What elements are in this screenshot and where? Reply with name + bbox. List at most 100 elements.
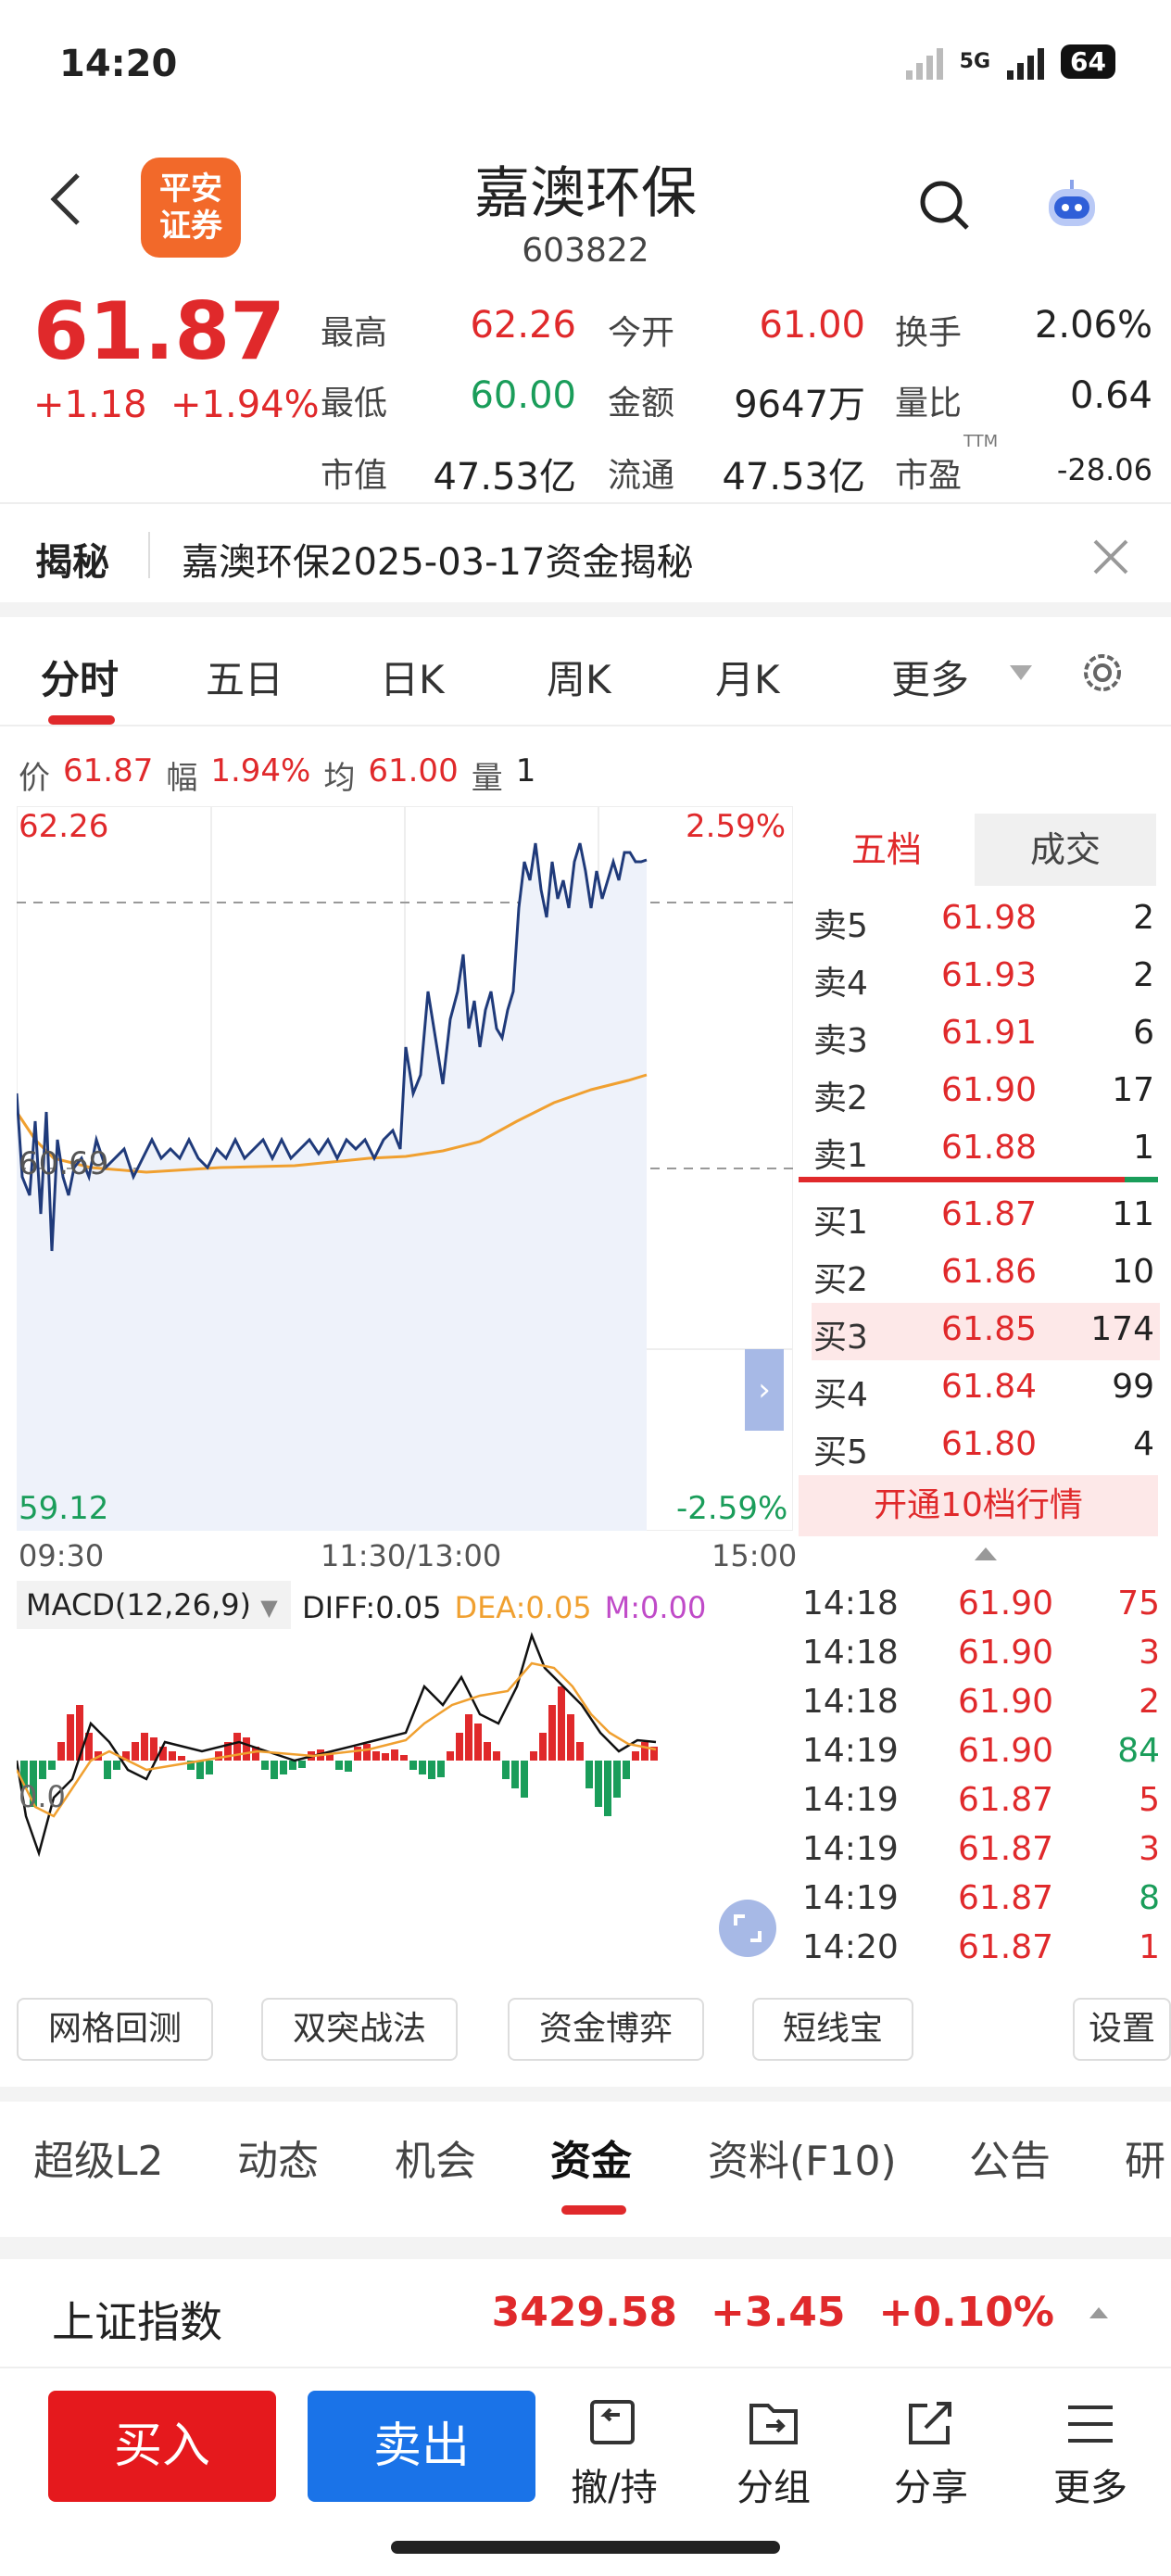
sell-vol: 2 bbox=[1133, 899, 1154, 937]
tick-vol: 3 bbox=[1139, 1634, 1160, 1672]
tab-news[interactable]: 动态 bbox=[237, 2138, 319, 2185]
sell-row[interactable]: 卖5 61.98 2 bbox=[812, 891, 1160, 949]
macd-selector[interactable]: MACD(12,26,9) ▼ bbox=[17, 1581, 291, 1629]
buy-row[interactable]: 买4 61.84 99 bbox=[812, 1360, 1160, 1418]
group-label: 分组 bbox=[737, 2467, 811, 2509]
more-button[interactable]: 更多 bbox=[1030, 2398, 1151, 2511]
tab-opportunity[interactable]: 机会 bbox=[395, 2138, 476, 2185]
pe-ttm-label: TTM bbox=[963, 432, 999, 451]
index-values[interactable]: 3429.58 +3.45 +0.10% bbox=[492, 2289, 1110, 2336]
macd-bar bbox=[252, 1747, 259, 1761]
buy-row[interactable]: 买2 61.86 10 bbox=[812, 1245, 1160, 1303]
macd-bar bbox=[289, 1761, 296, 1770]
macd-bar bbox=[67, 1714, 74, 1761]
sell-label: 卖3 bbox=[813, 1022, 868, 1060]
info-price: 61.87 bbox=[63, 752, 154, 789]
tab-f10[interactable]: 资料(F10) bbox=[708, 2138, 897, 2185]
tick-price: 61.90 bbox=[958, 1634, 1054, 1672]
tab-week-k[interactable]: 周K bbox=[547, 657, 611, 702]
cancel-hold-icon bbox=[590, 2400, 635, 2444]
sell-button[interactable]: 卖出 bbox=[308, 2391, 535, 2502]
sell-row[interactable]: 卖4 61.93 2 bbox=[812, 949, 1160, 1006]
buy-price: 61.85 bbox=[941, 1310, 1038, 1348]
macd-chart bbox=[17, 1632, 658, 1858]
tick-time: 14:18 bbox=[802, 1585, 899, 1623]
macd-bar bbox=[196, 1761, 204, 1779]
tab-month-k[interactable]: 月K bbox=[715, 657, 780, 702]
tab-trades[interactable]: 成交 bbox=[975, 814, 1156, 886]
short-line-button[interactable]: 短线宝 bbox=[752, 1998, 913, 2061]
tab-announcement[interactable]: 公告 bbox=[969, 2138, 1051, 2185]
share-button[interactable]: 分享 bbox=[871, 2398, 991, 2511]
macd-bar bbox=[586, 1761, 593, 1788]
macd-bar bbox=[456, 1733, 463, 1761]
buy-button[interactable]: 买入 bbox=[48, 2391, 276, 2502]
sell-row[interactable]: 卖2 61.90 17 bbox=[812, 1064, 1160, 1121]
chevron-down-icon bbox=[1010, 665, 1032, 680]
tab-super-l2[interactable]: 超级L2 bbox=[33, 2138, 164, 2185]
tab-research[interactable]: 研 bbox=[1125, 2138, 1165, 2185]
tab-five-levels[interactable]: 五档 bbox=[850, 829, 922, 870]
macd-bar bbox=[400, 1755, 408, 1761]
tab-more[interactable]: 更多 bbox=[891, 657, 970, 702]
group-button[interactable]: 分组 bbox=[713, 2398, 834, 2511]
tab-fenshi[interactable]: 分时 bbox=[41, 657, 120, 702]
price-change: +1.18 +1.94% bbox=[33, 384, 320, 426]
tick-row: 14:20 61.87 1 bbox=[802, 1928, 1164, 1977]
index-name[interactable]: 上证指数 bbox=[52, 2297, 222, 2347]
intraday-price-chart[interactable] bbox=[17, 806, 793, 1531]
share-label: 分享 bbox=[894, 2467, 968, 2509]
macd-bar bbox=[465, 1714, 472, 1761]
search-icon[interactable] bbox=[917, 178, 973, 234]
close-icon[interactable] bbox=[1089, 536, 1132, 578]
buy-row[interactable]: 买1 61.87 11 bbox=[812, 1188, 1160, 1245]
macd-bar bbox=[530, 1751, 537, 1761]
tool-settings-button[interactable]: 设置 bbox=[1073, 1998, 1171, 2061]
macd-bar bbox=[57, 1742, 65, 1761]
expand-orderbook-button[interactable]: › bbox=[745, 1349, 784, 1431]
sell-vol: 6 bbox=[1133, 1014, 1154, 1052]
sell-vol: 2 bbox=[1133, 956, 1154, 994]
buy-price: 61.87 bbox=[941, 1195, 1038, 1233]
capital-game-button[interactable]: 资金博弈 bbox=[508, 1998, 704, 2061]
reveal-link[interactable]: 嘉澳环保2025-03-17资金揭秘 bbox=[182, 541, 694, 584]
tick-vol: 75 bbox=[1117, 1585, 1160, 1623]
sell-row[interactable]: 卖1 61.88 1 bbox=[812, 1121, 1160, 1179]
stock-name: 嘉澳环保 bbox=[474, 161, 697, 226]
buy-row[interactable]: 买3 61.85 174 bbox=[812, 1303, 1160, 1360]
cancel-hold-button[interactable]: 撤/持 bbox=[554, 2398, 674, 2511]
macd-bar bbox=[548, 1705, 556, 1761]
double-breakout-button[interactable]: 双突战法 bbox=[261, 1998, 458, 2061]
macd-bar bbox=[30, 1761, 37, 1807]
grid-backtest-button[interactable]: 网格回测 bbox=[17, 1998, 213, 2061]
divider bbox=[0, 725, 1171, 726]
divider bbox=[0, 502, 1171, 504]
settings-icon[interactable] bbox=[1078, 649, 1127, 697]
chart-mid-label: 60.69 bbox=[19, 1145, 109, 1182]
macd-dea-line bbox=[17, 1661, 657, 1818]
market-cap-label: 市值 bbox=[321, 457, 388, 495]
tab-day-k[interactable]: 日K bbox=[380, 657, 445, 702]
buy-row[interactable]: 买5 61.80 4 bbox=[812, 1418, 1160, 1475]
fullscreen-icon[interactable] bbox=[719, 1900, 776, 1957]
logo-line-1: 平安 bbox=[159, 170, 222, 208]
chevron-up-icon[interactable] bbox=[973, 1546, 999, 1562]
tick-vol: 1 bbox=[1139, 1928, 1160, 1966]
macd-diff: DIFF:0.05 bbox=[302, 1590, 442, 1625]
back-icon[interactable] bbox=[46, 171, 83, 227]
macd-bar bbox=[437, 1761, 445, 1777]
tab-capital[interactable]: 资金 bbox=[550, 2138, 632, 2185]
macd-bar bbox=[243, 1737, 250, 1761]
chevron-up-icon bbox=[1089, 2306, 1108, 2318]
robot-assistant-icon[interactable] bbox=[1043, 176, 1101, 234]
spread-bar bbox=[799, 1177, 1158, 1182]
buy-label: 买2 bbox=[813, 1261, 868, 1299]
macd-bar bbox=[113, 1761, 120, 1770]
open-ten-levels-button[interactable]: 开通10档行情 bbox=[799, 1475, 1158, 1536]
section-gap bbox=[0, 602, 1171, 617]
sell-row[interactable]: 卖3 61.91 6 bbox=[812, 1006, 1160, 1064]
change-percent: +1.94% bbox=[170, 384, 320, 426]
menu-icon bbox=[1068, 2406, 1113, 2443]
tab-five-day[interactable]: 五日 bbox=[206, 657, 284, 702]
tick-price: 61.87 bbox=[958, 1781, 1054, 1819]
